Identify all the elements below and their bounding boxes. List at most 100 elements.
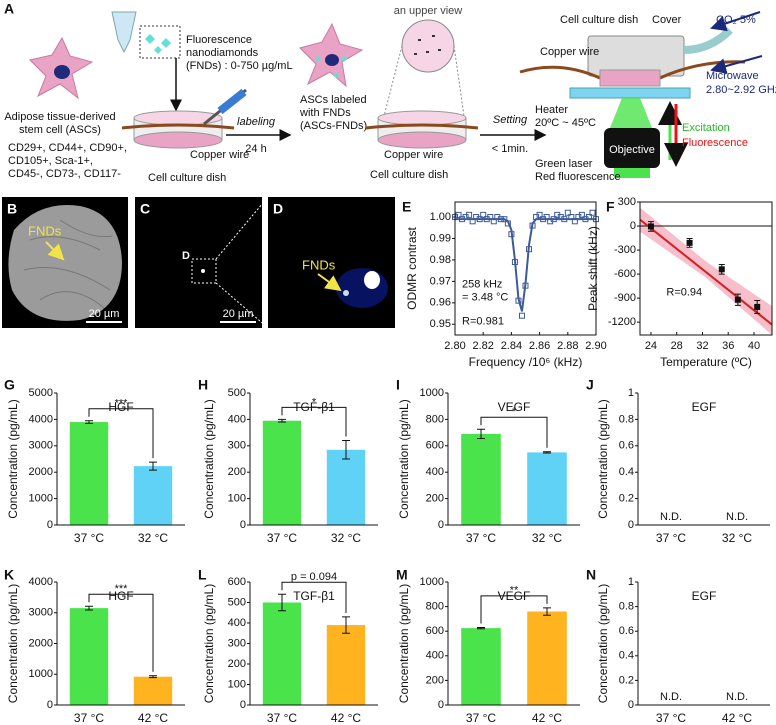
y-tick-label: -600 <box>614 268 636 280</box>
point <box>564 209 571 216</box>
fit-line <box>455 218 596 312</box>
panel-label: E <box>402 199 411 215</box>
panel-label: F <box>606 199 615 215</box>
y-tick-label: -1200 <box>608 316 636 328</box>
y-tick-label: 100 <box>228 493 246 505</box>
significance-bracket <box>281 581 347 613</box>
text: Fluorescence <box>186 34 252 46</box>
panel-label: D <box>273 201 283 217</box>
x-tick-label: 2.88 <box>557 340 578 352</box>
significance-bracket <box>88 408 154 459</box>
dish <box>599 69 661 87</box>
y-axis-label: Peak shift (kHz) <box>586 226 600 311</box>
axes <box>637 393 770 526</box>
y-tick-label: 1.00 <box>430 211 451 223</box>
inset-label: D <box>182 250 190 262</box>
heater <box>569 87 691 99</box>
x-axis-label: Frequency /10⁶ (kHz) <box>469 355 583 369</box>
fnd-box <box>139 25 181 59</box>
significance-label: * <box>312 396 317 408</box>
y-tick-label: 800 <box>426 413 444 425</box>
error-bar <box>477 428 485 440</box>
significance-label: *** <box>115 398 129 410</box>
y-tick-label: 500 <box>228 387 246 399</box>
x-axis-label: Temperature (ºC) <box>660 355 752 369</box>
error-bar <box>477 627 485 630</box>
point <box>647 223 654 230</box>
text: an upper view <box>394 5 463 17</box>
significance-label: p = 0.094 <box>291 571 337 583</box>
y-tick-label: 0.98 <box>430 254 451 266</box>
text: Microwave <box>706 70 759 82</box>
spot <box>343 290 349 296</box>
point <box>686 239 693 246</box>
axes <box>56 582 185 706</box>
error-bar <box>278 418 286 423</box>
error-bar <box>543 607 551 616</box>
y-tick-label: 0 <box>438 699 444 711</box>
axes <box>637 582 770 706</box>
laser <box>614 168 650 178</box>
text: Copper wire <box>540 46 599 58</box>
y-axis-label: Concentration (pg/mL) <box>596 399 610 518</box>
bar <box>262 420 302 525</box>
chart-title: TGF-β1 <box>293 589 335 603</box>
x-tick-label: 32 °C <box>138 531 168 545</box>
text: ASCs labeled <box>300 94 367 106</box>
x-tick-label: 37 °C <box>656 711 686 725</box>
x-tick-label: 37 °C <box>466 711 496 725</box>
y-axis-label: Concentration (pg/mL) <box>397 399 411 518</box>
x-tick-label: 37 °C <box>267 711 297 725</box>
glow <box>336 268 388 308</box>
annotation: 258 kHz <box>462 278 502 290</box>
y-axis-label: Concentration (pg/mL) <box>397 584 411 703</box>
significance-bracket <box>480 595 548 624</box>
annotation: FNDs <box>28 223 62 238</box>
x-tick-label: 36 <box>722 340 734 352</box>
y-tick-label: -900 <box>614 292 636 304</box>
y-tick-label: 0 <box>628 699 634 711</box>
y-tick-label: 3000 <box>29 607 53 619</box>
texture <box>23 219 113 309</box>
text: stem cell (ASCs) <box>19 124 101 136</box>
panel-label: G <box>4 377 15 393</box>
axes <box>56 393 185 526</box>
panel-label: H <box>198 377 208 393</box>
micrograph <box>268 197 395 328</box>
y-tick-label: 2000 <box>29 637 53 649</box>
chart: E 0.95 0.96 0.97 0.98 0.99 1.00 2.80 2.82 2.84 2.8… <box>402 199 607 369</box>
tube <box>683 27 733 54</box>
bar <box>527 452 567 525</box>
value-label: N.D. <box>660 691 682 703</box>
y-tick-label: 0.4 <box>619 466 634 478</box>
chart: F 300 0 -300 -600 -900 -1200 24 28 32 36 40 Peak shi… <box>586 196 773 369</box>
y-tick-label: 0 <box>47 699 53 711</box>
bar <box>69 608 109 705</box>
point <box>518 312 525 319</box>
x-tick-label: 2.82 <box>472 340 493 352</box>
plot-frame <box>454 201 597 336</box>
y-tick-label: 0.96 <box>430 297 451 309</box>
bar <box>461 628 501 705</box>
y-tick-label: 0.8 <box>619 601 634 613</box>
y-tick-label: 300 <box>228 440 246 452</box>
panel-label: M <box>396 567 408 583</box>
error-bar <box>149 675 157 679</box>
point <box>536 211 543 218</box>
text: < 1min. <box>492 143 528 155</box>
x-tick-label: 37 °C <box>466 531 496 545</box>
annotation: = 3.48 °C <box>462 292 508 304</box>
y-tick-label: 500 <box>228 596 246 608</box>
y-tick-label: 600 <box>426 440 444 452</box>
text: with FNDs <box>299 107 351 119</box>
plot-frame <box>639 201 773 336</box>
y-tick-label: 5000 <box>29 387 53 399</box>
y-tick-label: 800 <box>426 601 444 613</box>
text: CD45-, CD73-, CD117- <box>8 168 121 180</box>
scale-label: 20 µm <box>89 308 120 320</box>
annotation: R=0.981 <box>462 316 504 328</box>
point <box>455 211 462 218</box>
bar <box>69 422 109 525</box>
y-tick-label: 3000 <box>29 440 53 452</box>
chart: G 0 1000 2000 3000 4000 5000 Concentration (pg/… <box>4 377 185 545</box>
